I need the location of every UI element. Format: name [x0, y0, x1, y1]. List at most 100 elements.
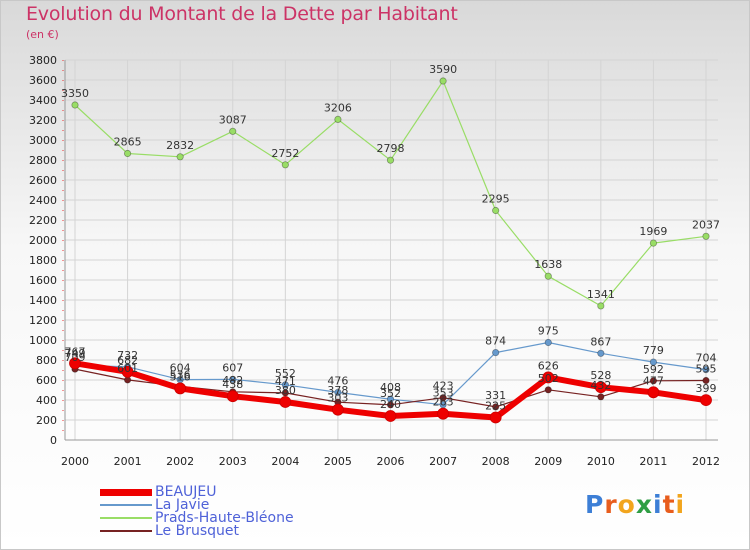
data-point-prads-haute-bl-one: [229, 127, 237, 135]
data-label-le-brusquet: 601: [117, 362, 138, 375]
data-label-prads-haute-bl-one: 2798: [377, 142, 405, 155]
data-label-beaujeu: 626: [538, 359, 559, 372]
data-label-la-javie: 552: [275, 367, 296, 380]
x-tick-label: 2007: [429, 455, 457, 468]
data-label-le-brusquet: 709: [65, 351, 86, 364]
data-point-le-brusquet: [492, 403, 500, 411]
data-label-beaujeu: 303: [327, 392, 348, 405]
data-label-beaujeu: 263: [433, 396, 454, 409]
x-tick-label: 2001: [114, 455, 142, 468]
x-tick-label: 2008: [482, 455, 510, 468]
data-label-la-javie: 353: [433, 387, 454, 400]
proxiti-logo: Proxiti: [585, 490, 685, 519]
data-label-beaujeu: 767: [65, 345, 86, 358]
data-label-le-brusquet: 536: [170, 368, 191, 381]
legend-item: Prads-Haute-Bléone: [100, 511, 400, 525]
y-tick-label: 2400: [29, 194, 57, 207]
logo-letter: t: [662, 490, 676, 519]
data-label-la-javie: 408: [380, 381, 401, 394]
legend-label: Le Brusquet: [155, 523, 240, 539]
x-tick-label: 2011: [639, 455, 667, 468]
y-tick-label: 800: [36, 354, 57, 367]
x-tick-label: 2000: [61, 455, 89, 468]
data-point-le-brusquet: [597, 393, 605, 401]
legend-item: La Javie: [100, 498, 400, 512]
legend-item: Le Brusquet: [100, 524, 400, 538]
data-label-beaujeu: 225: [485, 400, 506, 413]
data-point-beaujeu: [69, 357, 81, 370]
data-label-la-javie: 874: [485, 335, 506, 348]
data-point-le-brusquet: [439, 394, 447, 402]
data-label-la-javie: 779: [643, 344, 664, 357]
data-label-prads-haute-bl-one: 3590: [429, 63, 457, 76]
y-tick-label: 1600: [29, 274, 57, 287]
data-label-la-javie: 732: [117, 349, 138, 362]
data-label-beaujeu: 438: [222, 378, 243, 391]
data-point-beaujeu: [332, 403, 344, 416]
data-point-beaujeu: [489, 411, 502, 424]
y-tick-label: 1800: [29, 254, 57, 267]
data-point-beaujeu: [384, 410, 397, 422]
legend-label: Prads-Haute-Bléone: [155, 510, 294, 526]
data-point-la-javie: [544, 338, 552, 347]
x-tick-label: 2010: [587, 455, 615, 468]
data-label-le-brusquet: 378: [327, 384, 348, 397]
data-point-la-javie: [597, 349, 605, 357]
y-tick-label: 200: [36, 414, 57, 427]
y-tick-label: 1400: [29, 294, 57, 307]
data-point-prads-haute-bl-one: [492, 206, 500, 215]
data-point-la-javie: [702, 365, 710, 374]
data-label-la-javie: 867: [590, 335, 611, 348]
logo-letter: r: [604, 490, 618, 519]
x-tick-label: 2012: [692, 455, 720, 468]
data-label-le-brusquet: 595: [696, 363, 717, 376]
data-point-la-javie: [281, 381, 289, 389]
data-point-prads-haute-bl-one: [176, 153, 184, 161]
logo-letter: o: [617, 490, 636, 519]
data-point-le-brusquet: [386, 401, 395, 409]
data-label-la-javie: 476: [327, 374, 348, 387]
legend-swatch: [100, 530, 152, 532]
y-tick-label: 3400: [29, 94, 57, 107]
y-tick-label: 2000: [29, 234, 57, 247]
y-tick-label: 1000: [29, 334, 57, 347]
data-label-beaujeu: 399: [696, 382, 717, 395]
data-label-le-brusquet: 592: [643, 363, 664, 376]
data-label-la-javie: 604: [170, 362, 191, 375]
data-point-prads-haute-bl-one: [281, 161, 289, 169]
data-label-la-javie: 704: [696, 352, 717, 365]
chart-title: Evolution du Montant de la Dette par Hab…: [26, 3, 458, 25]
data-label-beaujeu: 240: [380, 398, 401, 411]
data-label-prads-haute-bl-one: 2037: [692, 218, 720, 231]
data-point-beaujeu: [542, 371, 555, 384]
x-tick-label: 2005: [324, 455, 352, 468]
data-label-la-javie: 607: [222, 361, 243, 374]
data-point-le-brusquet: [702, 376, 710, 385]
data-point-beaujeu: [279, 396, 292, 408]
data-label-le-brusquet: 331: [485, 389, 506, 402]
data-label-la-javie: 749: [65, 347, 86, 360]
data-label-beaujeu: 380: [275, 384, 296, 397]
legend-swatch: [100, 489, 152, 496]
y-tick-label: 2600: [29, 174, 57, 187]
data-label-prads-haute-bl-one: 3350: [61, 87, 89, 100]
y-tick-label: 0: [50, 434, 57, 447]
x-tick-label: 2004: [271, 455, 299, 468]
data-label-prads-haute-bl-one: 2832: [166, 139, 194, 152]
legend-swatch: [100, 517, 152, 519]
data-label-prads-haute-bl-one: 1969: [639, 225, 667, 238]
legend-swatch: [100, 504, 152, 506]
data-label-beaujeu: 682: [117, 354, 138, 367]
legend-label: BEAUJEU: [155, 484, 217, 500]
legend-label: La Javie: [155, 497, 210, 513]
logo-letter: i: [675, 490, 686, 519]
data-label-le-brusquet: 471: [275, 375, 296, 388]
data-point-prads-haute-bl-one: [597, 302, 605, 310]
y-tick-label: 2200: [29, 214, 57, 227]
data-label-le-brusquet: 482: [222, 374, 243, 387]
data-point-prads-haute-bl-one: [544, 272, 552, 280]
chart-unit: (en €): [26, 28, 59, 41]
y-tick-label: 400: [36, 394, 57, 407]
